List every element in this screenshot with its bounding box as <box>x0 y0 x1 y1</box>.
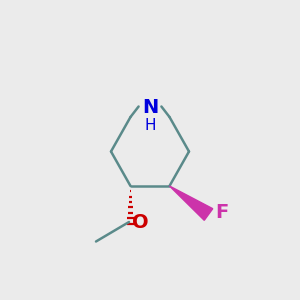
Text: F: F <box>216 203 229 223</box>
Text: O: O <box>132 212 148 232</box>
Polygon shape <box>169 186 213 220</box>
Text: N: N <box>142 98 158 117</box>
Text: H: H <box>144 118 156 133</box>
